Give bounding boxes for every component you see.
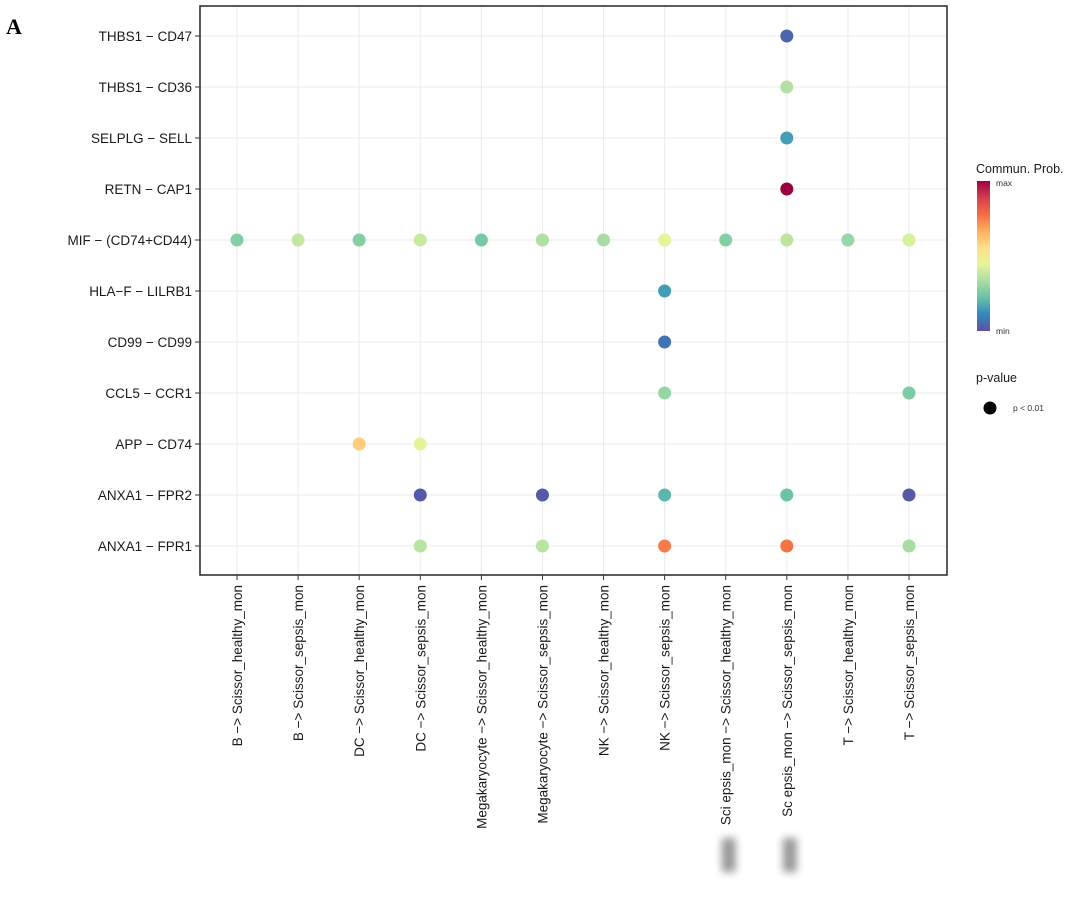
x-tick-label: DC −> Scissor_sepsis_mon	[413, 585, 428, 752]
x-tick-label: NK −> Scissor_healthy_mon	[597, 585, 612, 756]
x-tick-label: DC −> Scissor_healthy_mon	[352, 585, 367, 757]
colorbar	[977, 181, 990, 331]
data-point	[780, 131, 794, 145]
data-point	[658, 284, 672, 298]
x-axis: B −> Scissor_healthy_mon B −> Scissor_sep…	[230, 575, 917, 829]
data-point	[780, 233, 794, 247]
blurred-text	[782, 838, 797, 872]
redaction-blur	[721, 838, 797, 872]
y-tick-label: ANXA1 − FPR2	[98, 488, 192, 503]
x-tick-label: Sci epsis_mon −> Scissor_healthy_mon	[719, 585, 734, 825]
data-point	[413, 233, 427, 247]
data-point	[658, 233, 672, 247]
data-point	[719, 233, 733, 247]
data-point	[474, 233, 488, 247]
data-point	[658, 488, 672, 502]
size-legend-marker	[983, 401, 997, 415]
data-point	[780, 488, 794, 502]
y-tick-label: CCL5 − CCR1	[105, 386, 192, 401]
legend: Commun. Prob. max min p-value p < 0.01	[976, 162, 1064, 415]
panel-label: A	[6, 14, 22, 39]
data-point	[902, 386, 916, 400]
y-tick-label: APP − CD74	[115, 437, 192, 452]
y-tick-label: RETN − CAP1	[105, 182, 192, 197]
y-tick-label: MIF − (CD74+CD44)	[67, 233, 192, 248]
data-point	[780, 182, 794, 196]
x-tick-label: T −> Scissor_sepsis_mon	[902, 585, 917, 740]
size-legend-label: p < 0.01	[1013, 403, 1044, 413]
x-tick-label: NK −> Scissor_sepsis_mon	[658, 585, 673, 751]
grid-lines	[200, 6, 947, 575]
data-points	[230, 29, 916, 553]
x-tick-label: Megakaryocyte −> Scissor_healthy_mon	[474, 585, 489, 829]
x-tick-label: B −> Scissor_sepsis_mon	[291, 585, 306, 741]
blurred-text	[721, 838, 736, 872]
data-point	[902, 539, 916, 553]
colorbar-max-label: max	[996, 178, 1013, 188]
x-tick-label: Sc epsis_mon −> Scissor_sepsis_mon	[780, 585, 795, 817]
y-axis: THBS1 − CD47 THBS1 − CD36 SELPLG − SELL RET…	[67, 29, 200, 554]
colorbar-min-label: min	[996, 326, 1010, 336]
data-point	[413, 437, 427, 451]
y-tick-label: CD99 − CD99	[108, 335, 192, 350]
data-point	[597, 233, 611, 247]
x-tick-label: Megakaryocyte −> Scissor_sepsis_mon	[535, 585, 550, 824]
data-point	[780, 29, 794, 43]
data-point	[535, 488, 549, 502]
x-tick-label: T −> Scissor_healthy_mon	[841, 585, 856, 745]
y-tick-label: HLA−F − LILRB1	[89, 284, 192, 299]
data-point	[780, 539, 794, 553]
data-point	[841, 233, 855, 247]
x-tick-label: B −> Scissor_healthy_mon	[230, 585, 245, 746]
color-legend-title: Commun. Prob.	[976, 162, 1064, 176]
data-point	[658, 335, 672, 349]
data-point	[535, 233, 549, 247]
data-point	[291, 233, 305, 247]
data-point	[413, 488, 427, 502]
data-point	[352, 233, 366, 247]
data-point	[413, 539, 427, 553]
y-tick-label: ANXA1 − FPR1	[98, 539, 192, 554]
size-legend-title: p-value	[976, 371, 1017, 385]
y-tick-label: THBS1 − CD47	[99, 29, 192, 44]
data-point	[658, 539, 672, 553]
y-tick-label: THBS1 − CD36	[99, 80, 192, 95]
data-point	[780, 80, 794, 94]
data-point	[902, 488, 916, 502]
y-tick-label: SELPLG − SELL	[91, 131, 192, 146]
data-point	[230, 233, 244, 247]
data-point	[352, 437, 366, 451]
data-point	[902, 233, 916, 247]
data-point	[535, 539, 549, 553]
data-point	[658, 386, 672, 400]
